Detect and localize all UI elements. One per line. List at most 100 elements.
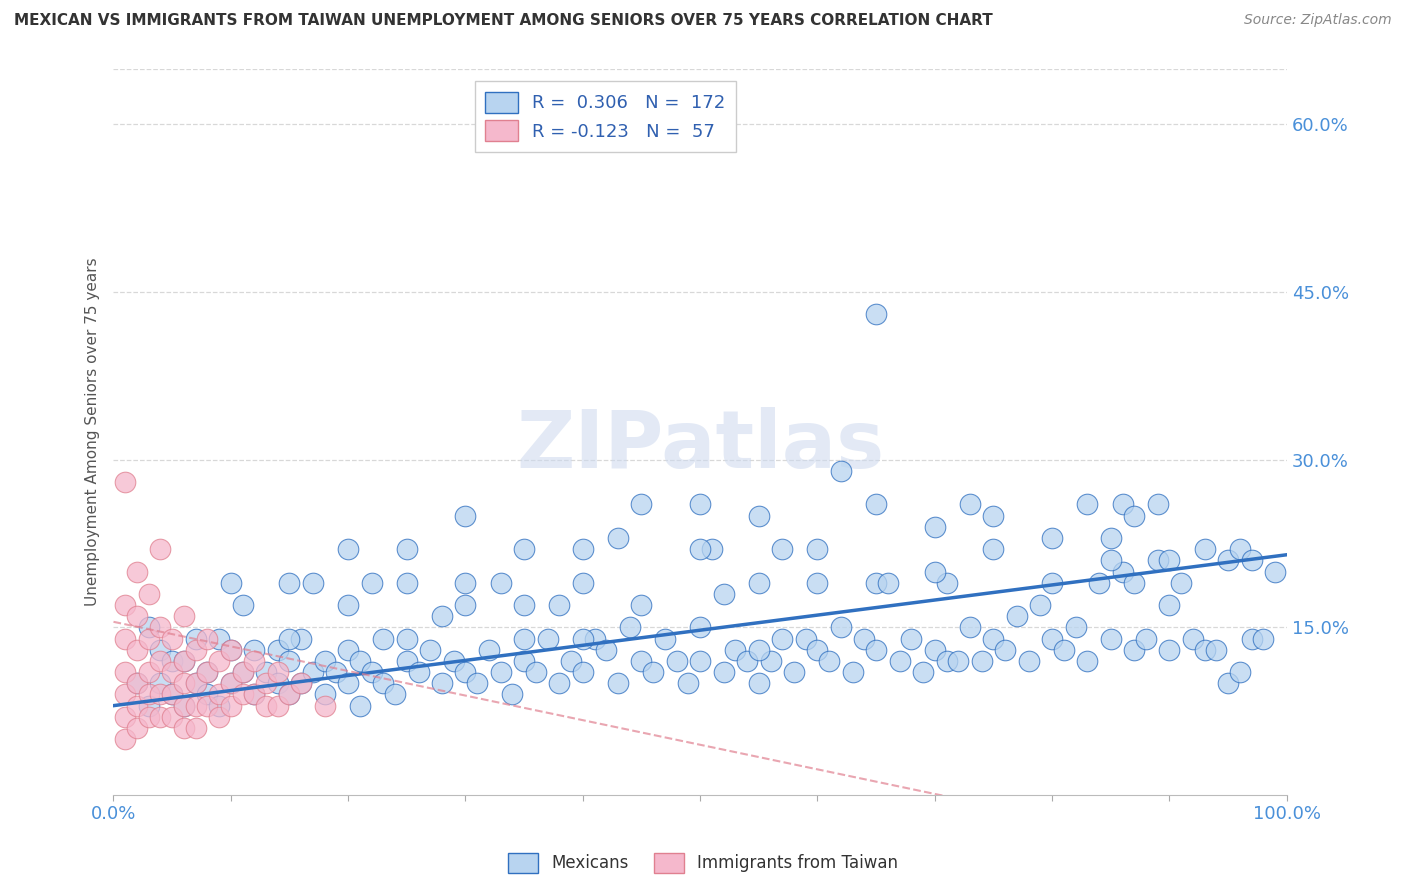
Point: [278, 632, 301, 646]
Point: [1076, 498, 1098, 512]
Point: [678, 676, 700, 690]
Point: [395, 542, 418, 557]
Point: [243, 654, 266, 668]
Point: [1205, 642, 1227, 657]
Point: [314, 654, 336, 668]
Point: [232, 665, 254, 679]
Point: [149, 642, 172, 657]
Point: [125, 676, 148, 690]
Point: [583, 632, 606, 646]
Point: [290, 676, 312, 690]
Point: [830, 464, 852, 478]
Point: [1123, 508, 1146, 523]
Point: [748, 642, 770, 657]
Point: [959, 620, 981, 634]
Point: [935, 575, 957, 590]
Text: Source: ZipAtlas.com: Source: ZipAtlas.com: [1244, 13, 1392, 28]
Point: [607, 531, 630, 545]
Point: [184, 676, 207, 690]
Point: [1040, 531, 1063, 545]
Point: [267, 698, 290, 713]
Point: [160, 688, 183, 702]
Point: [208, 698, 231, 713]
Point: [983, 632, 1005, 646]
Point: [1111, 565, 1133, 579]
Point: [924, 565, 946, 579]
Point: [1123, 575, 1146, 590]
Point: [184, 642, 207, 657]
Point: [454, 665, 477, 679]
Point: [254, 698, 277, 713]
Point: [232, 665, 254, 679]
Point: [337, 676, 360, 690]
Point: [125, 698, 148, 713]
Point: [138, 632, 160, 646]
Point: [114, 598, 136, 612]
Point: [314, 688, 336, 702]
Text: ZIPatlas: ZIPatlas: [516, 408, 884, 485]
Point: [184, 676, 207, 690]
Point: [219, 642, 242, 657]
Point: [114, 688, 136, 702]
Point: [337, 642, 360, 657]
Point: [195, 688, 218, 702]
Point: [149, 542, 172, 557]
Point: [1135, 632, 1157, 646]
Point: [806, 642, 828, 657]
Point: [572, 575, 595, 590]
Point: [935, 654, 957, 668]
Point: [278, 654, 301, 668]
Point: [114, 665, 136, 679]
Point: [138, 587, 160, 601]
Point: [689, 620, 711, 634]
Point: [465, 676, 488, 690]
Point: [337, 598, 360, 612]
Point: [572, 665, 595, 679]
Point: [278, 575, 301, 590]
Point: [536, 632, 558, 646]
Point: [994, 642, 1017, 657]
Point: [841, 665, 863, 679]
Point: [735, 654, 758, 668]
Point: [1076, 654, 1098, 668]
Point: [1040, 575, 1063, 590]
Point: [360, 575, 382, 590]
Point: [924, 642, 946, 657]
Point: [173, 654, 195, 668]
Point: [395, 575, 418, 590]
Point: [349, 654, 371, 668]
Point: [373, 632, 395, 646]
Point: [748, 575, 770, 590]
Point: [232, 598, 254, 612]
Point: [572, 542, 595, 557]
Point: [830, 620, 852, 634]
Point: [959, 498, 981, 512]
Point: [889, 654, 911, 668]
Point: [630, 654, 652, 668]
Point: [184, 698, 207, 713]
Point: [219, 575, 242, 590]
Point: [630, 598, 652, 612]
Point: [513, 654, 536, 668]
Point: [408, 665, 430, 679]
Point: [195, 698, 218, 713]
Point: [208, 688, 231, 702]
Point: [1181, 632, 1204, 646]
Point: [724, 642, 747, 657]
Point: [806, 542, 828, 557]
Point: [125, 676, 148, 690]
Point: [173, 654, 195, 668]
Point: [349, 698, 371, 713]
Point: [125, 565, 148, 579]
Point: [865, 642, 887, 657]
Point: [1229, 542, 1251, 557]
Point: [160, 710, 183, 724]
Point: [748, 508, 770, 523]
Point: [125, 642, 148, 657]
Point: [149, 676, 172, 690]
Point: [770, 542, 793, 557]
Point: [1005, 609, 1028, 624]
Point: [454, 598, 477, 612]
Point: [501, 688, 523, 702]
Point: [219, 676, 242, 690]
